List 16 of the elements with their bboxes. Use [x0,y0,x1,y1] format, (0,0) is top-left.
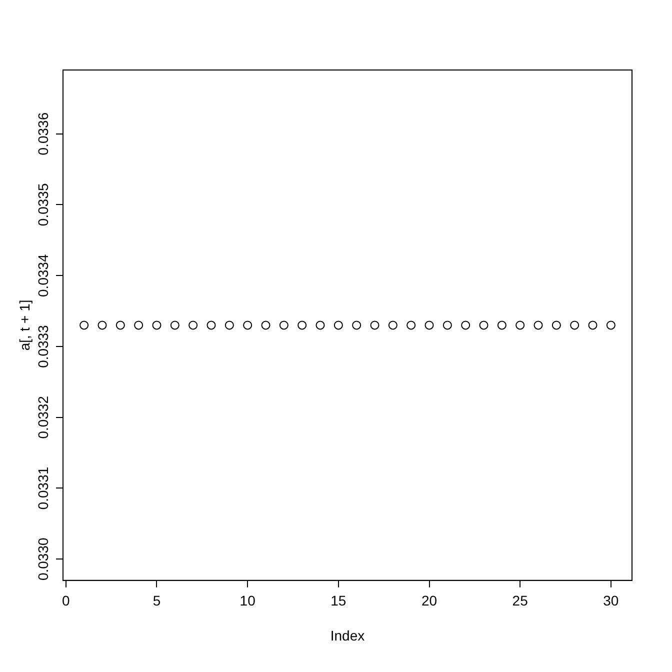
x-tick-label: 5 [152,592,161,609]
x-tick-label: 10 [240,592,256,609]
x-tick-label: 20 [421,592,438,609]
y-tick-label: 0.0333 [34,324,51,368]
y-tick-label: 0.0336 [34,112,51,156]
y-tick-label: 0.0331 [34,466,51,510]
y-tick-label: 0.0332 [34,396,51,439]
y-tick-label: 0.0330 [34,538,51,581]
y-tick-label: 0.0334 [34,254,51,297]
x-tick-label: 15 [330,592,346,609]
x-tick-label: 25 [512,592,528,609]
y-axis-title: a[, t + 1] [16,300,32,351]
x-tick-label: 0 [62,592,70,609]
y-tick-label: 0.0335 [34,183,51,226]
x-tick-label: 30 [603,592,619,609]
x-axis-title: Index [330,627,365,644]
